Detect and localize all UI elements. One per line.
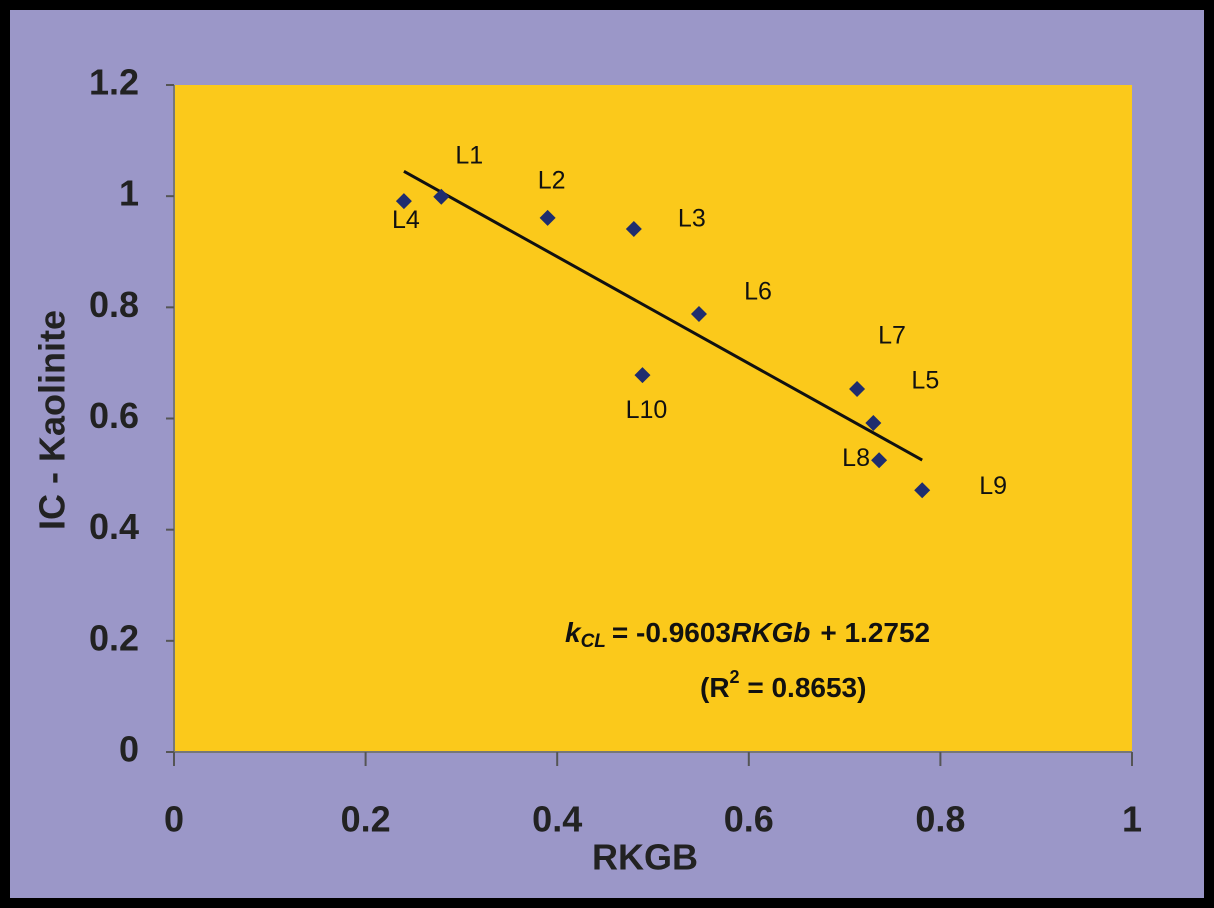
x-tick-label: 0.2	[341, 799, 391, 840]
point-label: L2	[538, 166, 566, 194]
x-tick-label: 1	[1122, 799, 1142, 840]
x-axis-title: RKGB	[592, 837, 698, 878]
point	[849, 381, 866, 398]
point-label: L9	[979, 472, 1007, 500]
y-tick-label: 0.2	[89, 617, 139, 658]
point-label: L7	[878, 322, 906, 350]
y-tick-label: 0	[119, 729, 139, 770]
r-squared: (R2 = 0.8653)	[700, 667, 866, 704]
equation-var: RKGb	[731, 617, 810, 648]
point	[433, 188, 450, 205]
y-tick-label: 1	[119, 173, 139, 214]
y-tick-label: 0.6	[89, 395, 139, 436]
point	[914, 482, 931, 499]
equation-sub: CL	[581, 631, 606, 652]
r-squared-open: (R	[700, 672, 730, 703]
r-squared-value: = 0.8653)	[740, 672, 867, 703]
y-tick-label: 0.4	[89, 506, 139, 547]
equation-coef: = -0.9603	[612, 617, 731, 648]
r-squared-sup: 2	[730, 667, 740, 687]
point	[539, 209, 556, 226]
y-axis-title: IC - Kaolinite	[32, 310, 73, 530]
point-label: L5	[911, 367, 939, 395]
point-label: L4	[392, 206, 420, 234]
x-tick-label: 0	[164, 799, 184, 840]
point-label: L10	[626, 396, 668, 424]
point	[690, 306, 707, 323]
point-label: L6	[744, 278, 772, 306]
point	[871, 452, 888, 469]
trendline	[403, 169, 923, 462]
point	[395, 193, 412, 210]
point-label: L1	[455, 141, 483, 169]
equation-intercept: + 1.2752	[820, 617, 930, 648]
point	[865, 414, 882, 431]
point-label: L3	[678, 205, 706, 233]
x-tick-label: 0.6	[724, 799, 774, 840]
point	[634, 367, 651, 384]
point	[625, 220, 642, 237]
equation: kCL = -0.9603RKGb + 1.2752	[565, 617, 930, 652]
x-tick-label: 0.8	[915, 799, 965, 840]
y-tick-label: 1.2	[89, 62, 139, 103]
equation-lhs: k	[565, 617, 582, 648]
x-tick-label: 0.4	[532, 799, 582, 840]
y-tick-label: 0.8	[89, 284, 139, 325]
point-label: L8	[842, 444, 870, 472]
plot-area	[174, 85, 1132, 752]
